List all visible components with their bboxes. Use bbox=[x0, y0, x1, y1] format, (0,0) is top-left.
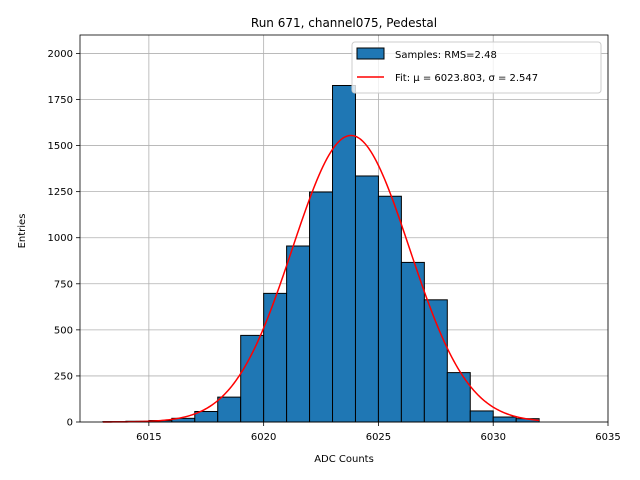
legend-fit-label: Fit: μ = 6023.803, σ = 2.547 bbox=[395, 73, 538, 84]
y-tick-label: 1500 bbox=[48, 141, 73, 152]
y-axis-ticks: 0 250 500 750 1000 1250 1500 1750 2000 bbox=[48, 49, 80, 429]
legend-box bbox=[351, 41, 602, 94]
x-tick-label: 6015 bbox=[136, 432, 161, 443]
histogram-bar bbox=[423, 299, 448, 423]
x-axis-label: ADC Counts bbox=[314, 454, 374, 465]
x-axis-ticks: 6015 6020 6025 6030 6035 bbox=[136, 422, 621, 443]
y-tick-label: 750 bbox=[54, 279, 73, 290]
x-tick-label: 6030 bbox=[480, 432, 505, 443]
histogram-bar bbox=[309, 191, 334, 423]
histogram-bar bbox=[446, 372, 471, 423]
histogram-bar bbox=[240, 334, 265, 423]
y-tick-label: 1250 bbox=[48, 187, 73, 198]
y-tick-label: 1000 bbox=[48, 233, 73, 244]
fit-gaussian-curve bbox=[102, 134, 540, 423]
histogram-bar bbox=[286, 245, 311, 423]
y-axis-label: Entries bbox=[17, 214, 28, 249]
x-tick-label: 6025 bbox=[366, 432, 391, 443]
y-tick-label: 500 bbox=[54, 325, 73, 336]
plot-frame bbox=[79, 34, 609, 423]
histogram-bar bbox=[354, 175, 379, 423]
histogram-bars bbox=[102, 84, 540, 423]
legend-samples-swatch bbox=[356, 47, 385, 60]
histogram-bar bbox=[377, 195, 402, 423]
y-tick-label: 1750 bbox=[48, 95, 73, 106]
fit-curve bbox=[102, 134, 540, 423]
legend: Samples: RMS=2.48 Fit: μ = 6023.803, σ =… bbox=[351, 41, 602, 94]
y-tick-label: 0 bbox=[67, 418, 73, 429]
y-tick-label: 250 bbox=[54, 371, 73, 382]
x-tick-label: 6020 bbox=[251, 432, 276, 443]
histogram-bar bbox=[492, 416, 517, 423]
chart-title: Run 671, channel075, Pedestal bbox=[251, 16, 437, 30]
histogram-bar bbox=[217, 396, 242, 423]
histogram-bar bbox=[263, 292, 288, 423]
histogram-bar bbox=[469, 410, 494, 423]
legend-samples-label: Samples: RMS=2.48 bbox=[395, 50, 497, 61]
y-tick-label: 2000 bbox=[48, 49, 73, 60]
x-tick-label: 6035 bbox=[595, 432, 620, 443]
histogram-bar bbox=[400, 261, 425, 423]
